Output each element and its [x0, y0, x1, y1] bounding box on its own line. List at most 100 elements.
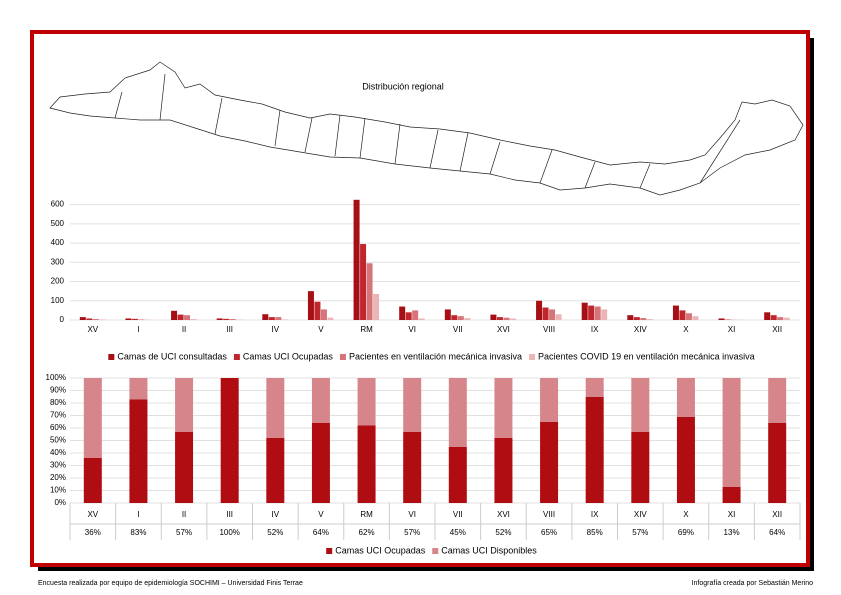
bar — [676, 378, 695, 417]
bar — [175, 431, 194, 503]
bar — [585, 396, 604, 503]
x-tick-label: XI — [728, 325, 736, 334]
footer-left: Encuesta realizada por equipo de epidemi… — [38, 580, 303, 587]
bar — [585, 378, 604, 397]
x-tick-label: VII — [453, 325, 463, 334]
bar — [768, 378, 787, 423]
bar — [542, 307, 549, 320]
y-tick-label: 10% — [50, 486, 66, 495]
value-label: 36% — [85, 528, 101, 537]
bar — [777, 317, 784, 320]
x-tick-label: VII — [453, 510, 463, 519]
y-tick-label: 400 — [51, 238, 65, 247]
bar — [399, 306, 406, 320]
legend-label: Pacientes COVID 19 en ventilación mecáni… — [538, 351, 755, 361]
bar — [275, 317, 282, 320]
bar — [601, 309, 608, 320]
bar — [175, 378, 194, 432]
bar — [646, 319, 653, 320]
bar — [679, 310, 686, 320]
bar — [536, 300, 543, 320]
legend-swatch — [339, 354, 346, 360]
y-tick-label: 90% — [50, 386, 66, 395]
y-tick-label: 500 — [51, 219, 65, 228]
bar — [540, 378, 559, 422]
legend-label: Camas UCI Disponibles — [441, 545, 537, 555]
value-label: 57% — [176, 528, 192, 537]
bar — [464, 318, 471, 320]
legend-label: Camas de UCI consultadas — [117, 351, 227, 361]
y-tick-label: 30% — [50, 461, 66, 470]
x-tick-label: XIV — [634, 325, 648, 334]
bar — [177, 314, 184, 320]
y-tick-label: 80% — [50, 398, 66, 407]
bar — [83, 378, 102, 458]
bar — [83, 458, 102, 503]
bar — [405, 312, 412, 320]
legend-swatch — [108, 354, 115, 360]
value-label: 100% — [219, 528, 239, 537]
bar — [220, 378, 239, 503]
x-tick-label: XVI — [497, 510, 510, 519]
bar — [92, 319, 99, 320]
bar — [131, 318, 138, 320]
value-label: 69% — [678, 528, 694, 537]
bar — [307, 291, 314, 320]
bar — [722, 486, 741, 503]
x-tick-label: VI — [408, 325, 416, 334]
y-tick-label: 70% — [50, 411, 66, 420]
footer-right: Infografía creada por Sebastián Merino — [692, 580, 814, 587]
x-tick-label: II — [182, 510, 186, 519]
value-label: 52% — [267, 528, 283, 537]
y-tick-label: 40% — [50, 448, 66, 457]
bar — [640, 318, 647, 320]
bar — [676, 416, 695, 503]
bar — [281, 319, 288, 320]
bar — [403, 431, 422, 503]
bar — [266, 378, 285, 438]
bar — [633, 317, 640, 320]
value-label: 13% — [724, 528, 740, 537]
bar — [496, 317, 503, 320]
x-tick-label: RM — [360, 325, 373, 334]
legend-swatch — [529, 354, 536, 360]
bar — [685, 313, 692, 320]
bar — [353, 199, 360, 320]
bar — [692, 316, 699, 320]
bar — [99, 319, 106, 320]
bar — [490, 314, 497, 320]
x-tick-label: IV — [272, 325, 280, 334]
bar — [360, 244, 367, 320]
x-tick-label: VIII — [543, 325, 555, 334]
value-label: 65% — [541, 528, 557, 537]
value-label: 64% — [769, 528, 785, 537]
legend-swatch — [233, 354, 240, 360]
x-tick-label: IX — [591, 510, 599, 519]
bar — [783, 317, 790, 320]
bar — [366, 263, 373, 320]
x-tick-label: XV — [87, 325, 98, 334]
value-label: 83% — [130, 528, 146, 537]
y-tick-label: 600 — [51, 200, 65, 209]
bar — [588, 305, 595, 320]
bar — [418, 318, 425, 320]
value-label: 45% — [450, 528, 466, 537]
bar — [184, 315, 191, 320]
x-tick-label: IV — [272, 510, 280, 519]
x-tick-label: IX — [591, 325, 599, 334]
bar — [549, 309, 556, 320]
value-label: 52% — [495, 528, 511, 537]
bar — [764, 312, 771, 320]
bar — [457, 316, 464, 320]
bar — [357, 425, 376, 503]
bar — [223, 318, 230, 320]
bar — [627, 315, 634, 320]
value-label: 57% — [632, 528, 648, 537]
y-tick-label: 0% — [54, 498, 66, 507]
bar — [262, 314, 269, 320]
bar — [320, 309, 327, 320]
x-tick-label: I — [137, 510, 139, 519]
bar — [631, 378, 650, 432]
x-tick-label: XVI — [497, 325, 510, 334]
